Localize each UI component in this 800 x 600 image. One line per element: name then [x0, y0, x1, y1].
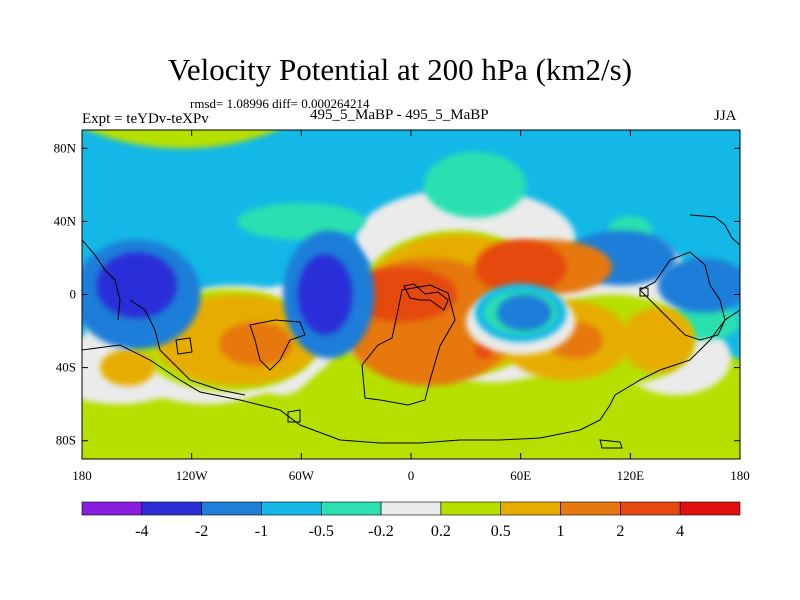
chart-title: Velocity Potential at 200 hPa (km2/s) — [167, 52, 633, 87]
coastline-pacific-islands — [129, 299, 246, 396]
field-region-43 — [657, 257, 740, 313]
x-tick-label-3: 0 — [408, 468, 415, 483]
field-region-41 — [96, 252, 178, 319]
y-tick-label-0: 80N — [54, 140, 77, 155]
colorbar-label-0: -4 — [135, 523, 148, 540]
rmsd-subtitle: rmsd= 1.08996 diff= 0.000264214 — [190, 96, 370, 111]
colorbar-swatch-9 — [620, 501, 681, 516]
coastline-south-america — [361, 284, 456, 406]
coastline-west-islands — [82, 239, 121, 321]
coastline-island-d — [599, 439, 623, 449]
colorbar-swatch-7 — [500, 501, 561, 516]
x-tick-label-1: 120W — [176, 468, 209, 483]
experiment-label: Expt = teYDv-teXPv — [82, 111, 209, 127]
season-label: JJA — [714, 108, 737, 124]
coastline-northeast — [689, 214, 740, 246]
colorbar-label-1: -2 — [195, 523, 208, 540]
y-tick-label-3: 40S — [56, 360, 76, 375]
field-region-0 — [87, 130, 278, 149]
colorbar-label-9: 4 — [676, 523, 684, 540]
colorbar-label-4: -0.2 — [368, 523, 393, 540]
axes: 180 120W 60W 0 60E 120E 180 80N 40N 0 40S 80S — [54, 130, 750, 483]
contour-field — [82, 130, 740, 459]
field-region-32 — [347, 267, 457, 322]
field-region-14 — [423, 151, 527, 218]
field-region-33 — [474, 239, 567, 295]
coastline-island-a — [287, 409, 301, 423]
colorbar-label-5: 0.2 — [431, 523, 451, 540]
colorbar-label-2: -1 — [255, 523, 268, 540]
colorbar-swatch-1 — [141, 501, 202, 516]
colorbar-swatch-6 — [440, 501, 502, 516]
field-region-15 — [237, 203, 366, 240]
y-tick-label-4: 80S — [56, 433, 76, 448]
field-region-38 — [496, 294, 552, 332]
colorbar-swatch-4 — [320, 501, 382, 516]
coastline-island-b — [175, 337, 193, 355]
coastline-africa-outline — [403, 283, 449, 311]
colorbar-swatch-5 — [380, 501, 442, 516]
field-region-26 — [621, 307, 695, 374]
y-tick-label-1: 40N — [54, 213, 77, 228]
colorbar-label-8: 2 — [616, 523, 624, 540]
coastline-eastern-asia — [639, 251, 726, 341]
coastline-southern-ridge — [82, 309, 740, 444]
y-tick-label-2: 0 — [70, 287, 77, 302]
colorbar: -4 -2 -1 -0.5 -0.2 0.2 0.5 1 2 4 — [81, 501, 741, 540]
x-tick-label-4: 60E — [510, 468, 531, 483]
models-label: 495_5_MaBP - 495_5_MaBP — [310, 107, 489, 123]
colorbar-label-3: -0.5 — [309, 523, 334, 540]
x-tick-label-2: 60W — [289, 468, 315, 483]
colorbar-swatch-3 — [261, 501, 322, 516]
x-tick-label-6: 180 — [730, 468, 750, 483]
coastlines — [82, 214, 740, 449]
coastline-antarctica-edge — [249, 319, 306, 371]
colorbar-swatch-2 — [201, 501, 262, 516]
colorbar-label-7: 1 — [557, 523, 565, 540]
x-tick-label-0: 180 — [72, 468, 92, 483]
colorbar-swatch-8 — [560, 501, 621, 516]
colorbar-swatch-0 — [81, 501, 143, 516]
colorbar-label-6: 0.5 — [491, 523, 511, 540]
field-region-27 — [100, 349, 156, 386]
coastline-island-c — [639, 287, 649, 297]
colorbar-swatch-10 — [679, 501, 741, 516]
field-region-42 — [297, 254, 353, 335]
x-tick-label-5: 120E — [617, 468, 645, 483]
